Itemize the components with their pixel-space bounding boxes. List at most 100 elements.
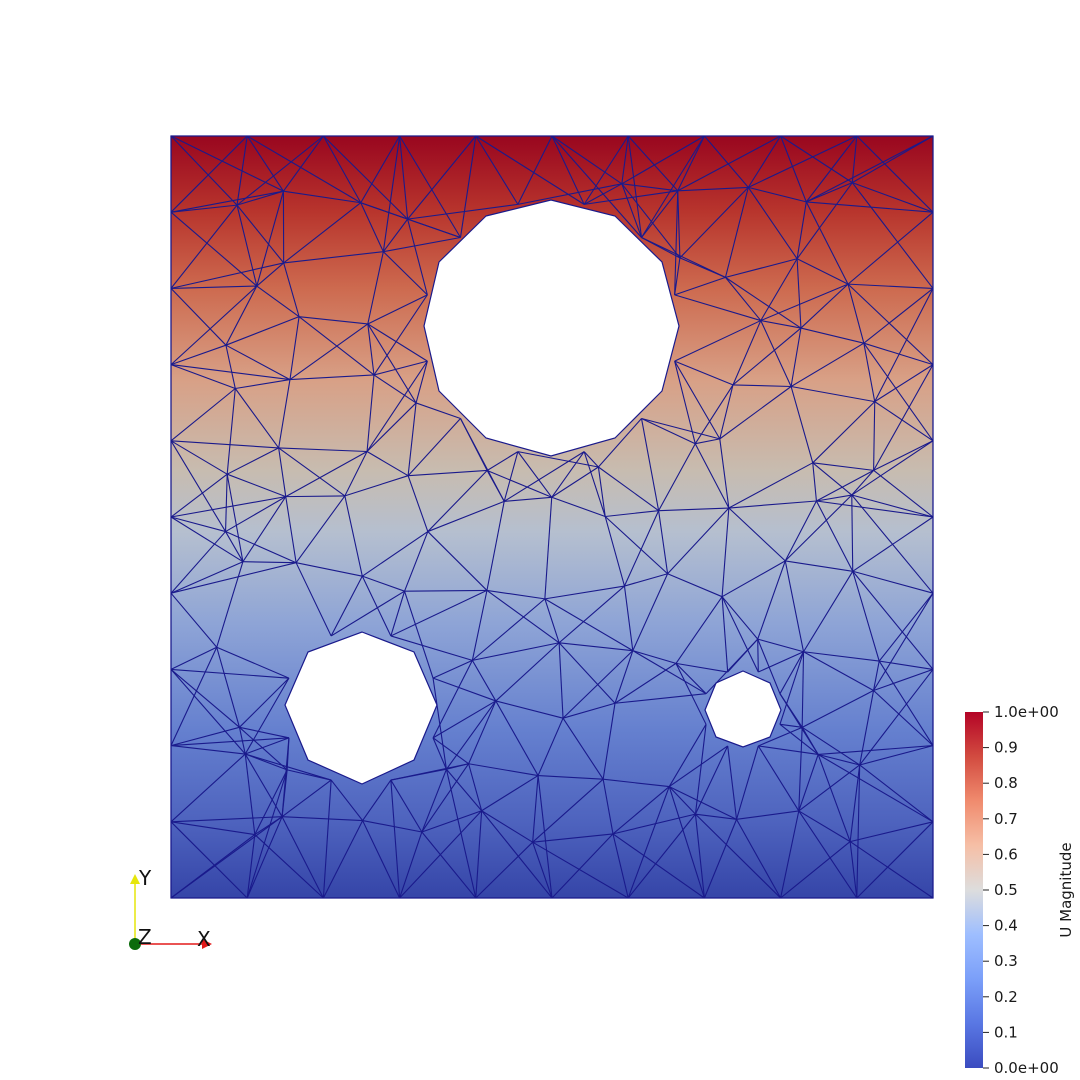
mesh-edge: [583, 183, 623, 205]
mesh-edge: [758, 745, 819, 756]
mesh-edge: [780, 810, 800, 899]
mesh-edge: [517, 135, 553, 205]
mesh-edge: [806, 182, 853, 203]
mesh-edge: [551, 135, 623, 185]
mesh-edge: [170, 344, 227, 366]
mesh-edge: [517, 183, 622, 205]
mesh-edge: [254, 816, 283, 836]
mesh-edge: [675, 662, 728, 673]
mesh-edge: [495, 700, 564, 719]
scalar-bar: 0.9 0.8 0.7 0.6 0.5 0.4 0.3 0.2 0.1 1.0e+00 0.0e…: [965, 703, 1075, 1077]
mesh-edge: [863, 287, 934, 344]
mesh-edge: [728, 507, 786, 562]
mesh-edge: [486, 589, 545, 600]
mesh-edge: [859, 669, 934, 766]
mesh-edge: [852, 570, 934, 594]
mesh-edge: [725, 276, 802, 329]
mesh-edge: [732, 320, 762, 386]
mesh-edge: [878, 592, 934, 662]
mesh-edge: [246, 769, 288, 899]
mesh-edge: [679, 257, 726, 278]
mesh-edge: [597, 466, 606, 517]
mesh-edge: [859, 745, 934, 766]
mesh-edge: [235, 379, 291, 390]
mesh-edge: [362, 575, 405, 592]
mesh-edge: [817, 753, 934, 823]
mesh-edge: [468, 763, 483, 811]
mesh-edge: [748, 135, 858, 188]
mesh-edge: [784, 560, 805, 652]
mesh-edge: [641, 190, 679, 238]
mesh-edge: [805, 135, 858, 203]
mesh-edge: [503, 451, 519, 502]
mesh-edge: [674, 360, 721, 440]
mesh-edge: [674, 276, 726, 296]
mesh-edge: [559, 642, 633, 652]
mesh-edge: [632, 573, 669, 651]
mesh-edge: [373, 374, 417, 404]
mesh-edge: [373, 360, 428, 376]
mesh-edge: [421, 810, 482, 833]
mesh-edge: [344, 495, 363, 577]
mesh-edge: [583, 451, 606, 517]
mesh-edge: [399, 831, 423, 899]
mesh-edge: [216, 646, 290, 679]
mesh-edge: [445, 768, 483, 812]
mesh-edge: [421, 831, 477, 899]
mesh-edge: [725, 258, 798, 278]
mesh-edge: [421, 769, 447, 833]
mesh-edge: [427, 531, 488, 591]
mesh-edge: [362, 820, 401, 899]
mesh-edge: [852, 182, 934, 213]
mesh-edge: [544, 497, 553, 599]
mesh-edge: [583, 135, 629, 205]
mesh-edge: [758, 651, 804, 673]
mesh-edge: [873, 364, 934, 471]
mesh-edge: [330, 575, 363, 637]
mesh-edge: [674, 360, 696, 444]
mesh-edge: [170, 135, 284, 192]
mesh-edge: [798, 754, 819, 812]
mesh-edge: [382, 135, 401, 252]
mesh-edge: [624, 573, 668, 587]
mesh-edge: [803, 570, 854, 653]
mesh-edge: [225, 496, 287, 533]
mesh-edge: [621, 135, 629, 184]
mesh-edge: [170, 135, 248, 213]
mesh-edge: [757, 745, 800, 812]
mesh-edge: [558, 585, 625, 644]
mesh-edge: [537, 775, 553, 899]
mesh-edge: [873, 401, 876, 471]
mesh-edge: [285, 496, 297, 563]
mesh-edge: [238, 727, 246, 755]
mesh-edge: [812, 462, 853, 496]
mesh-edge: [614, 662, 677, 704]
mesh-edge: [612, 786, 670, 835]
mesh-edge: [225, 285, 258, 346]
mesh-edge: [407, 402, 417, 476]
mesh-edge: [427, 470, 488, 532]
mesh-edge: [558, 642, 564, 719]
mesh-edge: [851, 470, 875, 496]
mesh-edge: [796, 258, 802, 329]
mesh-edge: [873, 469, 934, 518]
mesh-edge: [602, 779, 614, 834]
mesh-edge: [322, 820, 364, 899]
mesh-edge: [818, 753, 860, 766]
mesh-edge: [674, 294, 761, 322]
mesh-edge: [851, 495, 854, 572]
mesh-edge: [382, 251, 428, 296]
mesh-edge: [170, 821, 255, 836]
mesh-edge: [486, 469, 552, 498]
mesh-edge: [404, 589, 487, 592]
mesh-edge: [445, 769, 477, 899]
mesh-edge: [780, 135, 807, 203]
scalar-bar-tick-label: 0.2: [994, 988, 1018, 1006]
mesh-edge: [399, 135, 461, 238]
mesh-edge: [812, 462, 874, 471]
mesh-edge: [481, 810, 533, 843]
mesh-edge: [760, 320, 792, 387]
mesh-edge: [874, 288, 934, 402]
mesh-edge: [623, 585, 634, 651]
